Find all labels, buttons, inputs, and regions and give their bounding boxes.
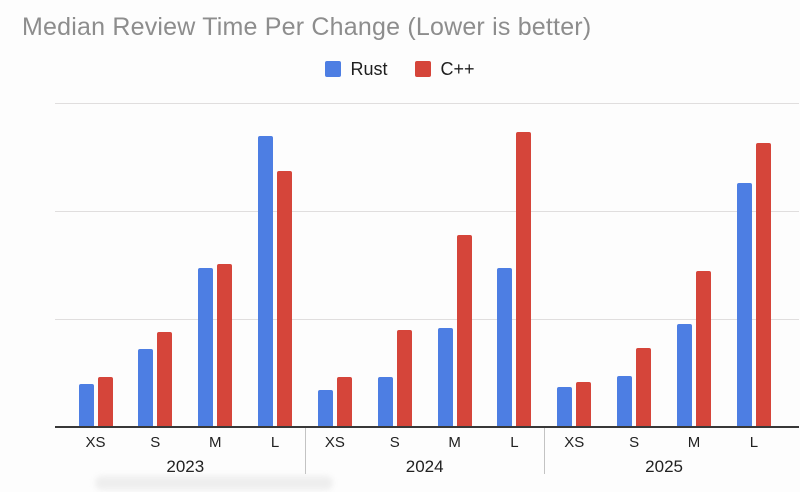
x-category-label-2025-m: M [687, 434, 701, 451]
bar-cpp-2025-s [636, 348, 652, 427]
x-category-label-2023-m: M [208, 434, 222, 451]
bar-cpp-2023-m [217, 264, 233, 427]
rust-color-swatch-icon [325, 61, 342, 77]
x-category-label-2023-xs: XS [85, 434, 106, 451]
x-category-label-2023-l: L [270, 434, 280, 451]
year-label-2023: 2023 [166, 457, 205, 476]
x-category-label-2025-xs: XS [564, 434, 585, 451]
x-category-label-2025-s: S [629, 434, 640, 451]
group-separator-tick [305, 427, 306, 474]
x-category-label-2024-s: S [389, 434, 400, 451]
bar-rust-2023-m [198, 268, 214, 427]
bar-cpp-2023-s [157, 332, 173, 427]
bar-rust-2024-l [497, 268, 513, 427]
bar-cpp-2024-s [396, 330, 412, 427]
plot-area [55, 103, 799, 428]
gridline-1 [55, 319, 799, 320]
year-label-2025: 2025 [645, 457, 683, 476]
bar-cpp-2025-m [696, 271, 711, 427]
cpp-color-swatch-icon [415, 61, 432, 77]
legend: Rust C++ [0, 58, 800, 80]
bar-cpp-2024-xs [336, 377, 352, 427]
bar-cpp-2025-l [755, 143, 771, 427]
bar-rust-2023-xs [78, 384, 94, 427]
bar-rust-2025-xs [557, 387, 573, 427]
bar-rust-2024-s [377, 377, 393, 427]
x-category-label-2024-l: L [510, 434, 519, 451]
x-axis-labels: XS S M L 2023 XS S M L 2024 XS S M L 2025 [55, 427, 799, 487]
x-category-label-2024-m: M [448, 434, 461, 451]
watermark-smudge [95, 476, 333, 490]
bar-rust-2025-l [736, 183, 752, 427]
chart-title: Median Review Time Per Change (Lower is … [22, 13, 592, 41]
x-category-label-2025-l: L [749, 434, 759, 451]
legend-item-rust: Rust [325, 59, 387, 80]
bar-rust-2023-l [258, 136, 274, 427]
bar-rust-2025-s [617, 376, 633, 427]
bar-rust-2023-s [138, 349, 154, 427]
bar-cpp-2024-m [456, 235, 472, 427]
gridline-3 [55, 103, 799, 104]
bar-cpp-2023-l [277, 171, 293, 427]
legend-item-cpp: C++ [415, 58, 475, 80]
bar-rust-2024-xs [317, 390, 333, 427]
group-separator-tick [544, 427, 546, 474]
x-axis-line [55, 426, 799, 428]
bar-cpp-2023-xs [97, 377, 113, 427]
x-category-label-2024-xs: XS [324, 434, 345, 451]
legend-label-cpp: C++ [440, 58, 475, 79]
legend-label-rust: Rust [350, 58, 388, 79]
bar-rust-2025-m [677, 324, 692, 427]
bar-cpp-2024-l [516, 132, 532, 427]
gridline-2 [55, 211, 799, 212]
bar-rust-2024-m [437, 328, 453, 427]
year-label-2024: 2024 [405, 457, 444, 476]
x-category-label-2023-s: S [150, 434, 161, 451]
bar-cpp-2025-xs [576, 382, 592, 427]
